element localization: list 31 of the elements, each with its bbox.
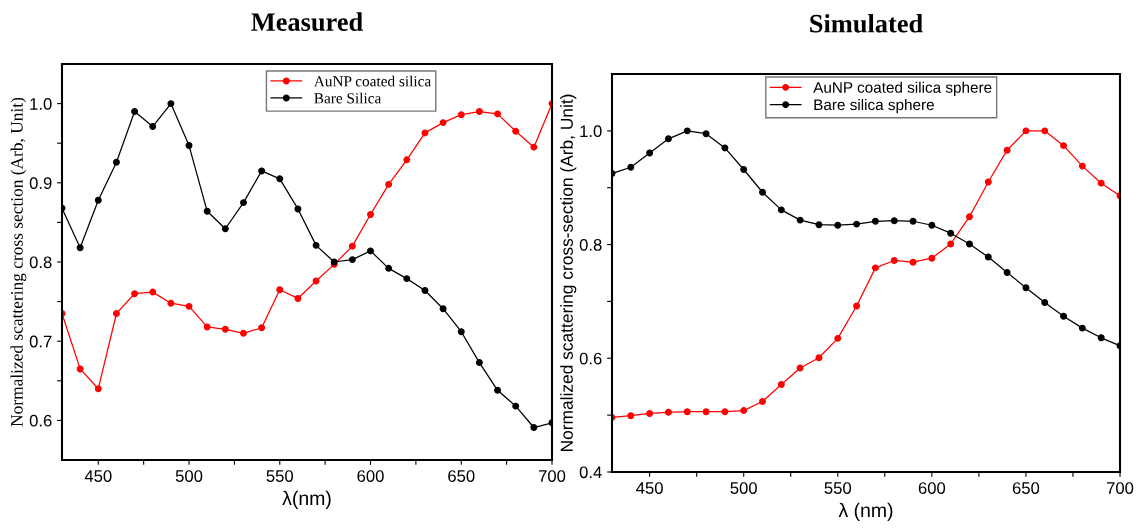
y-tick-label: 1.0 [580, 125, 602, 138]
x-tick-label: 700 [538, 470, 566, 482]
legend-label: AuNP coated silica sphere [813, 81, 992, 96]
x-axis-title: λ (nm) [838, 502, 893, 521]
y-tick-label: 1.0 [30, 98, 52, 110]
y-axis-title: Normalized scattering cross section (Arb, Unit) [10, 97, 27, 427]
x-tick-label: 650 [448, 470, 475, 482]
y-tick-label: 0.8 [579, 238, 602, 251]
legend-label: Bare silica sphere [814, 98, 934, 114]
chart-title: Measured [251, 12, 363, 31]
y-tick-label: 0.7 [29, 335, 52, 348]
y-tick-label: 0.6 [29, 414, 52, 427]
x-tick-label: 550 [824, 482, 852, 494]
x-tick-label: 650 [1012, 482, 1040, 494]
x-axis-title: λ(nm) [282, 490, 331, 509]
chart-title: Simulated [810, 14, 923, 33]
x-tick-label: 600 [357, 470, 384, 482]
x-tick-label: 450 [636, 482, 663, 494]
legend-label: Bare Silica [314, 92, 382, 104]
y-axis-title: Normalized scattering cross-section (Arb, Unit) [560, 94, 577, 452]
y-tick-label: 0.6 [579, 352, 602, 365]
x-tick-label: 500 [730, 482, 757, 494]
x-tick-label: 500 [175, 470, 203, 482]
x-tick-label: 700 [1106, 482, 1134, 494]
y-tick-label: 0.9 [29, 177, 52, 189]
x-tick-label: 450 [84, 470, 112, 482]
x-tick-label: 600 [918, 482, 946, 494]
x-tick-label: 550 [266, 470, 294, 482]
legend-label: AuNP coated silica [313, 75, 431, 87]
y-tick-label: 0.8 [29, 256, 52, 269]
y-tick-label: 0.4 [579, 466, 602, 479]
